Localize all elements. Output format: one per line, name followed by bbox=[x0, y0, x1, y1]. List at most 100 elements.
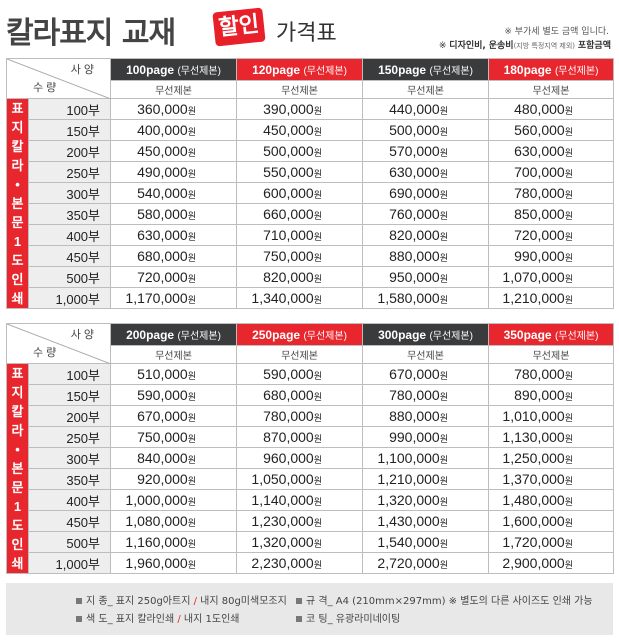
currency-unit: 원 bbox=[313, 148, 322, 158]
page-count-header: 100page (무선제본) bbox=[110, 58, 237, 81]
currency-unit: 원 bbox=[313, 476, 322, 486]
price-cell: 780,000원 bbox=[488, 182, 614, 204]
currency-unit: 원 bbox=[564, 274, 573, 284]
side-label-char: 1 bbox=[13, 234, 22, 249]
page-count: 200page bbox=[126, 328, 175, 342]
table-row: 250부 750,000원 870,000원 990,000원 1,130,000원 bbox=[7, 426, 614, 448]
currency-unit: 원 bbox=[564, 232, 573, 242]
price-value: 1,000,000 bbox=[125, 492, 188, 508]
table-row: 표 지 칼 라 • 본 문 1 도 인 쇄 100부 510,000원 590,000원 670,000원 7… bbox=[6, 363, 614, 574]
size-spec: 규 격_ A4 (210mm×297mm) ※ 별도의 다른 사이즈도 인쇄 가… bbox=[296, 592, 593, 607]
currency-unit: 원 bbox=[313, 232, 322, 242]
quantity-cell: 500부 bbox=[28, 531, 111, 553]
price-cell: 950,000원 bbox=[362, 266, 489, 288]
side-label-char: 인 bbox=[11, 272, 24, 287]
quantity-cell: 1,000부 bbox=[28, 287, 111, 309]
price-cell: 760,000원 bbox=[362, 203, 489, 225]
price-value: 670,000 bbox=[389, 366, 440, 382]
price-value: 360,000 bbox=[137, 101, 188, 117]
price-cell: 990,000원 bbox=[362, 426, 489, 448]
table-row: 450부 680,000원 750,000원 880,000원 990,000원 bbox=[7, 245, 614, 267]
price-value: 820,000 bbox=[389, 227, 440, 243]
price-cell: 1,130,000원 bbox=[488, 426, 614, 448]
price-cell: 1,170,000원 bbox=[110, 287, 237, 309]
price-value: 590,000 bbox=[137, 387, 188, 403]
page-count: 350page bbox=[503, 328, 552, 342]
table-row: 표 지 칼 라 • 본 문 1 도 인 쇄 100부 360,000원 390,000원 440,000원 4… bbox=[6, 98, 614, 309]
table-row: 500부 1,160,000원 1,320,000원 1,540,000원 1,720,… bbox=[7, 531, 614, 553]
price-cell: 700,000원 bbox=[488, 161, 614, 183]
page-count-header: 150page (무선제본) bbox=[362, 58, 489, 81]
price-cell: 1,000,000원 bbox=[110, 489, 237, 511]
page-count-header: 250page (무선제본) bbox=[236, 323, 363, 346]
price-cell: 1,210,000원 bbox=[488, 287, 614, 309]
price-value: 780,000 bbox=[389, 387, 440, 403]
price-cell: 1,580,000원 bbox=[362, 287, 489, 309]
page-count-header: 120page (무선제본) bbox=[236, 58, 363, 81]
price-cell: 630,000원 bbox=[488, 140, 614, 162]
price-value: 840,000 bbox=[137, 450, 188, 466]
side-label-char: 도 bbox=[11, 253, 24, 268]
cover-color: 표지 칼라인쇄 bbox=[115, 614, 175, 625]
currency-unit: 원 bbox=[439, 539, 448, 549]
currency-unit: 원 bbox=[187, 190, 196, 200]
price-value: 680,000 bbox=[137, 248, 188, 264]
currency-unit: 원 bbox=[439, 169, 448, 179]
price-value: 1,340,000 bbox=[251, 290, 314, 306]
coating-value: 유광라미네이팅 bbox=[335, 614, 401, 625]
included-cost-note: ※ 디자인비, 운송비(지방 특정지역 제외) 포함금액 bbox=[439, 38, 611, 51]
price-value: 1,160,000 bbox=[125, 534, 188, 550]
side-label-char: 본 bbox=[11, 461, 24, 476]
price-cell: 850,000원 bbox=[488, 203, 614, 225]
size-note: ※ 별도의 다른 사이즈도 인쇄 가능 bbox=[448, 596, 593, 607]
price-value: 510,000 bbox=[137, 366, 188, 382]
price-cell: 680,000원 bbox=[236, 384, 363, 406]
diagonal-line bbox=[7, 324, 111, 364]
price-value: 490,000 bbox=[137, 164, 188, 180]
price-value: 550,000 bbox=[263, 164, 314, 180]
currency-unit: 원 bbox=[439, 148, 448, 158]
currency-unit: 원 bbox=[187, 497, 196, 507]
price-value: 1,140,000 bbox=[251, 492, 314, 508]
side-label-char: 문 bbox=[11, 215, 24, 230]
quantity-cell: 450부 bbox=[28, 510, 111, 532]
price-value: 600,000 bbox=[263, 185, 314, 201]
color-spec: 색 도_ 표지 칼라인쇄 / 내지 1도인쇄 bbox=[76, 610, 239, 625]
price-cell: 820,000원 bbox=[362, 224, 489, 246]
price-cell: 1,140,000원 bbox=[236, 489, 363, 511]
price-value: 850,000 bbox=[514, 206, 565, 222]
currency-unit: 원 bbox=[313, 253, 322, 263]
quantity-label: 수 량 bbox=[33, 347, 57, 359]
price-value: 750,000 bbox=[137, 429, 188, 445]
price-value: 630,000 bbox=[137, 227, 188, 243]
binding-label: 무선제본 bbox=[236, 345, 363, 364]
currency-unit: 원 bbox=[564, 169, 573, 179]
price-cell: 1,340,000원 bbox=[236, 287, 363, 309]
bullet-square-icon bbox=[296, 598, 302, 604]
side-label: 표 지 칼 라 • 본 문 1 도 인 쇄 bbox=[6, 98, 29, 309]
price-value: 1,230,000 bbox=[251, 513, 314, 529]
price-cell: 440,000원 bbox=[362, 98, 489, 120]
price-value: 1,320,000 bbox=[377, 492, 440, 508]
size-label: 규 격_ bbox=[306, 596, 333, 607]
currency-unit: 원 bbox=[439, 518, 448, 528]
binding-label: 무선제본 bbox=[488, 80, 614, 99]
design-fee-text: 디자인비, bbox=[449, 41, 486, 51]
price-value: 1,130,000 bbox=[502, 429, 565, 445]
binding-label: 무선제본 bbox=[236, 80, 363, 99]
quantity-cell: 1,000부 bbox=[28, 552, 111, 574]
price-cell: 1,080,000원 bbox=[110, 510, 237, 532]
currency-unit: 원 bbox=[439, 127, 448, 137]
quantity-cell: 300부 bbox=[28, 182, 111, 204]
price-cell: 570,000원 bbox=[362, 140, 489, 162]
shipping-fee-text: 운송비 bbox=[488, 41, 514, 51]
included-text: 포함금액 bbox=[577, 41, 611, 51]
price-value: 2,720,000 bbox=[377, 555, 440, 571]
binding-type: (무선제본) bbox=[303, 331, 347, 342]
currency-unit: 원 bbox=[187, 455, 196, 465]
price-cell: 590,000원 bbox=[236, 363, 363, 385]
price-value: 1,480,000 bbox=[502, 492, 565, 508]
price-value: 720,000 bbox=[137, 269, 188, 285]
currency-unit: 원 bbox=[313, 190, 322, 200]
price-value: 1,210,000 bbox=[377, 471, 440, 487]
